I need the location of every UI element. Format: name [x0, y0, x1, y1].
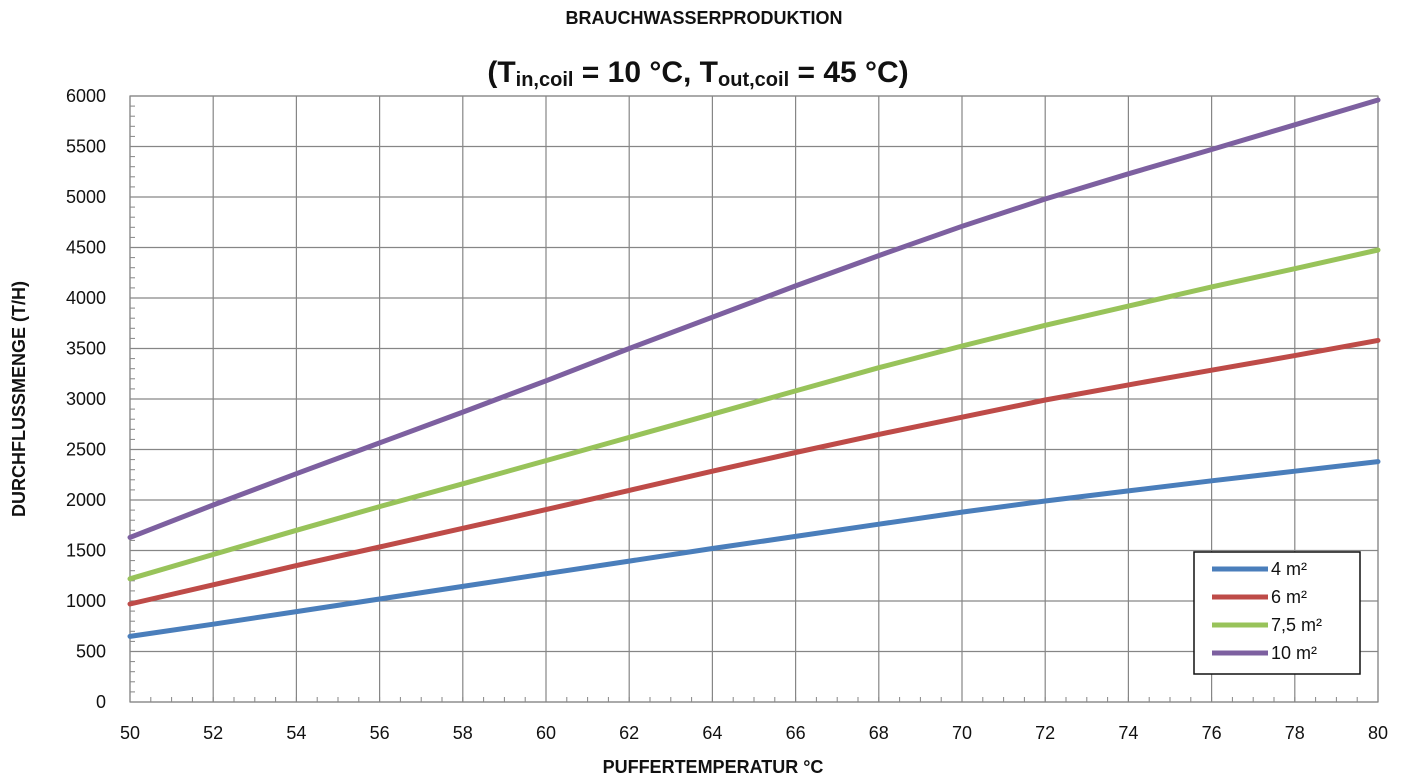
minor-ticks	[129, 95, 1379, 703]
x-axis-title: PUFFERTEMPERATUR °C	[603, 757, 824, 777]
subtitle-subscript-out: out,coil	[718, 69, 789, 91]
legend-label: 4 m²	[1271, 559, 1307, 579]
legend-label: 7,5 m²	[1271, 615, 1322, 635]
x-tick-label: 72	[1035, 723, 1055, 743]
x-tick-label: 62	[619, 723, 639, 743]
gridlines	[129, 95, 1379, 703]
legend-label: 10 m²	[1271, 643, 1317, 663]
y-tick-label: 3000	[66, 389, 106, 409]
chart-subtitle: (Tin,coil = 10 °C, Tout,coil = 45 °C)	[487, 56, 908, 91]
legend-label: 6 m²	[1271, 587, 1307, 607]
y-tick-label: 2000	[66, 490, 106, 510]
x-tick-label: 76	[1202, 723, 1222, 743]
y-tick-label: 0	[96, 692, 106, 712]
series-layer	[127, 97, 1381, 639]
series-line-4	[127, 97, 1381, 540]
y-tick-label: 4500	[66, 238, 106, 258]
x-tick-labels: 50 52 54 56 58 60 62 64 66 68 70 72 74 76 78 80	[120, 723, 1388, 743]
y-tick-label: 3500	[66, 339, 106, 359]
y-axis-title: DURCHFLUSSMENGE (T/H)	[9, 281, 29, 517]
x-tick-label: 70	[952, 723, 972, 743]
x-tick-label: 60	[536, 723, 556, 743]
y-tick-labels: 0 500 1000 1500 2000 2500 3000 3500 4000 4500 5000…	[66, 86, 106, 712]
series-line-2	[127, 337, 1381, 607]
legend: 4 m² 6 m² 7,5 m² 10 m²	[1193, 551, 1361, 675]
x-tick-label: 52	[203, 723, 223, 743]
series-line-3	[127, 247, 1381, 582]
y-tick-label: 4000	[66, 288, 106, 308]
x-tick-label: 80	[1368, 723, 1388, 743]
x-tick-label: 78	[1285, 723, 1305, 743]
y-tick-label: 1000	[66, 591, 106, 611]
y-tick-label: 6000	[66, 86, 106, 106]
subtitle-subscript-in: in,coil	[516, 69, 574, 91]
chart-title: BRAUCHWASSERPRODUKTION	[565, 8, 842, 28]
y-tick-label: 5000	[66, 187, 106, 207]
x-tick-label: 64	[702, 723, 722, 743]
x-tick-label: 56	[370, 723, 390, 743]
x-tick-label: 50	[120, 723, 140, 743]
y-tick-label: 5500	[66, 137, 106, 157]
plot-area-frame	[129, 95, 1379, 703]
x-tick-label: 74	[1118, 723, 1138, 743]
x-tick-label: 54	[286, 723, 306, 743]
x-tick-label: 58	[453, 723, 473, 743]
series-line-1	[127, 459, 1381, 639]
y-tick-label: 500	[76, 642, 106, 662]
x-tick-label: 68	[869, 723, 889, 743]
y-tick-label: 1500	[66, 541, 106, 561]
x-tick-label: 66	[786, 723, 806, 743]
y-tick-label: 2500	[66, 440, 106, 460]
